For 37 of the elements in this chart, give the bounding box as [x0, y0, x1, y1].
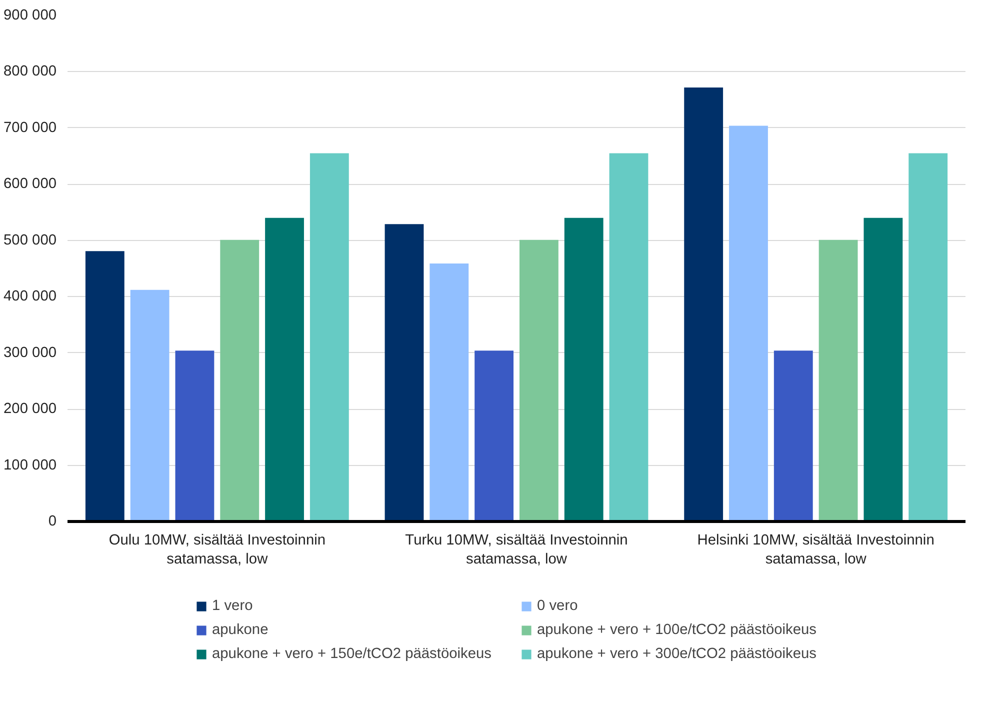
bar [684, 87, 724, 522]
y-tick-label: 600 000 [4, 176, 57, 192]
legend-label: apukone + vero + 150e/tCO2 päästöoikeus [212, 646, 492, 662]
y-tick-label: 500 000 [4, 232, 57, 248]
y-tick-label: 700 000 [4, 120, 57, 136]
legend-label: 1 vero [212, 598, 254, 614]
y-tick-label: 200 000 [4, 401, 57, 418]
bar [729, 126, 768, 522]
bar [564, 218, 604, 522]
bar [474, 350, 514, 522]
x-tick-label: Oulu 10MW, sisältää Investoinnin satamassa, low [108, 532, 326, 568]
bar [609, 153, 648, 522]
bar [265, 218, 304, 522]
y-tick-label: 300 000 [4, 344, 57, 361]
bar [384, 224, 424, 522]
y-tick-label: 800 000 [4, 64, 57, 80]
bar [85, 251, 124, 522]
y-tick-label: 100 000 [4, 457, 57, 474]
x-tick-label: Helsinki 10MW, sisältää Investoinnin satamassa, low [697, 532, 934, 568]
bar [175, 350, 214, 522]
legend-label: 0 vero [537, 598, 579, 614]
bar [310, 153, 349, 522]
y-tick-label: 0 [48, 514, 57, 530]
bar [774, 350, 813, 522]
bar [818, 240, 858, 522]
bar [864, 218, 903, 522]
legend-label: apukone + vero + 300e/tCO2 päästöoikeus [537, 646, 818, 662]
bar [430, 263, 469, 522]
y-tick-label: 400 000 [4, 288, 57, 305]
bar [130, 290, 170, 522]
legend-label: apukone + vero + 100e/tCO2 päästöoikeus [537, 622, 818, 638]
bar [519, 240, 558, 522]
y-tick-label: 900 000 [4, 8, 57, 24]
bar [908, 153, 948, 522]
bar [220, 240, 260, 522]
x-tick-label: Turku 10MW, sisältää Investoinnin satamassa, low [405, 532, 628, 568]
legend-label: apukone [212, 622, 270, 638]
